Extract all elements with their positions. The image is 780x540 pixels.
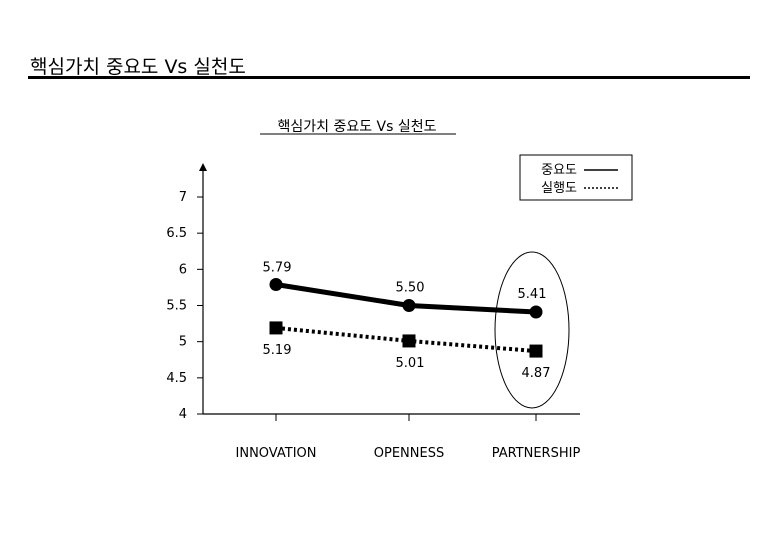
y-tick-label: 6.5 (166, 226, 187, 241)
data-point-square (269, 321, 283, 335)
highlight-group (494, 251, 570, 409)
legend-box (519, 154, 633, 201)
series-group: 5.79 5.50 5.41 5.19 5.01 4.87 (263, 261, 551, 382)
data-label: 4.87 (522, 366, 551, 381)
y-axis-arrow (199, 163, 207, 171)
slide-title: 핵심가치 중요도 Vs 실천도 (30, 56, 246, 78)
y-tick-label: 5 (179, 335, 187, 350)
x-tick-label: OPENNESS (374, 446, 444, 461)
y-tick-label: 4 (179, 407, 187, 422)
data-point-square (402, 334, 416, 348)
y-tick-label: 7 (179, 190, 187, 205)
data-label: 5.01 (396, 356, 425, 371)
legend-label: 중요도 (541, 163, 577, 178)
data-label: 5.50 (396, 281, 425, 296)
data-point-circle (269, 278, 283, 292)
y-tick-label: 6 (179, 262, 187, 277)
chart-title-group: 핵심가치 중요도 Vs 실천도 (260, 119, 456, 135)
x-tick-label: INNOVATION (236, 446, 317, 461)
y-tick-label: 5.5 (166, 299, 187, 314)
data-label: 5.41 (518, 287, 547, 302)
chart-title: 핵심가치 중요도 Vs 실천도 (277, 119, 436, 135)
legend-label: 실행도 (541, 180, 577, 196)
x-tick-label: PARTNERSHIP (492, 446, 581, 461)
y-tick-label: 4.5 (166, 371, 187, 386)
data-point-square (529, 344, 543, 358)
axes: 4 4.5 5 5.5 6 6.5 7 INNOVATION OPENNESS PARTNERSH… (166, 163, 580, 461)
data-label: 5.19 (263, 343, 292, 358)
data-label: 5.79 (263, 261, 292, 276)
highlight-ellipse (494, 251, 570, 409)
title-divider (28, 76, 750, 79)
data-point-circle (402, 299, 416, 312)
data-point-circle (529, 305, 543, 319)
